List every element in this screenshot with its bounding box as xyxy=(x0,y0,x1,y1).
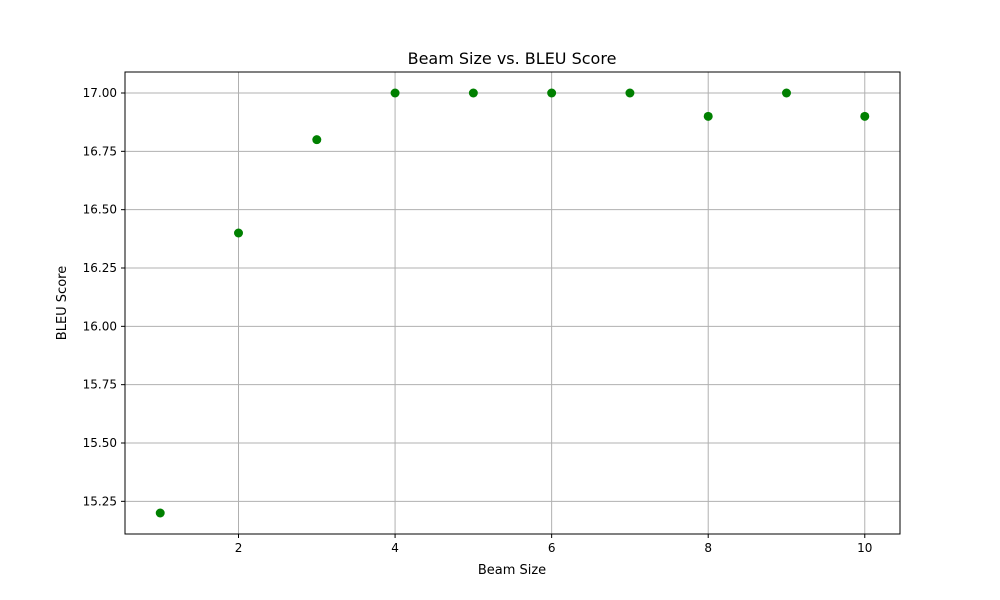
x-tick-label: 8 xyxy=(704,541,712,555)
x-axis-label: Beam Size xyxy=(478,563,546,578)
data-point xyxy=(625,88,635,98)
data-point xyxy=(547,88,557,98)
y-tick-label: 15.25 xyxy=(83,494,117,508)
plot-area-frame xyxy=(124,71,901,535)
data-point xyxy=(390,88,400,98)
y-tick-label: 15.50 xyxy=(83,436,117,450)
data-point xyxy=(234,228,244,238)
data-point xyxy=(860,111,870,121)
y-axis-label: BLEU Score xyxy=(55,266,70,340)
y-tick-label: 15.75 xyxy=(83,378,117,392)
grid-lines xyxy=(125,72,900,534)
y-tick-label: 17.00 xyxy=(83,86,117,100)
data-point xyxy=(781,88,791,98)
data-point xyxy=(155,508,165,518)
x-tick-label: 2 xyxy=(235,541,243,555)
axis-ticks: 2 4 6 8 10 15.25 15.50 15.75 16.00 16.25 16.50 16.7… xyxy=(83,86,873,555)
y-tick-label: 16.25 xyxy=(83,261,117,275)
data-point xyxy=(312,135,322,145)
data-point xyxy=(468,88,478,98)
y-tick-label: 16.50 xyxy=(83,203,117,217)
chart-title: Beam Size vs. BLEU Score xyxy=(408,49,617,68)
y-tick-label: 16.00 xyxy=(83,319,117,333)
data-point xyxy=(703,111,713,121)
x-tick-label: 10 xyxy=(857,541,872,555)
x-tick-label: 4 xyxy=(391,541,399,555)
y-tick-label: 16.75 xyxy=(83,144,117,158)
x-tick-label: 6 xyxy=(548,541,556,555)
data-points xyxy=(155,88,870,518)
